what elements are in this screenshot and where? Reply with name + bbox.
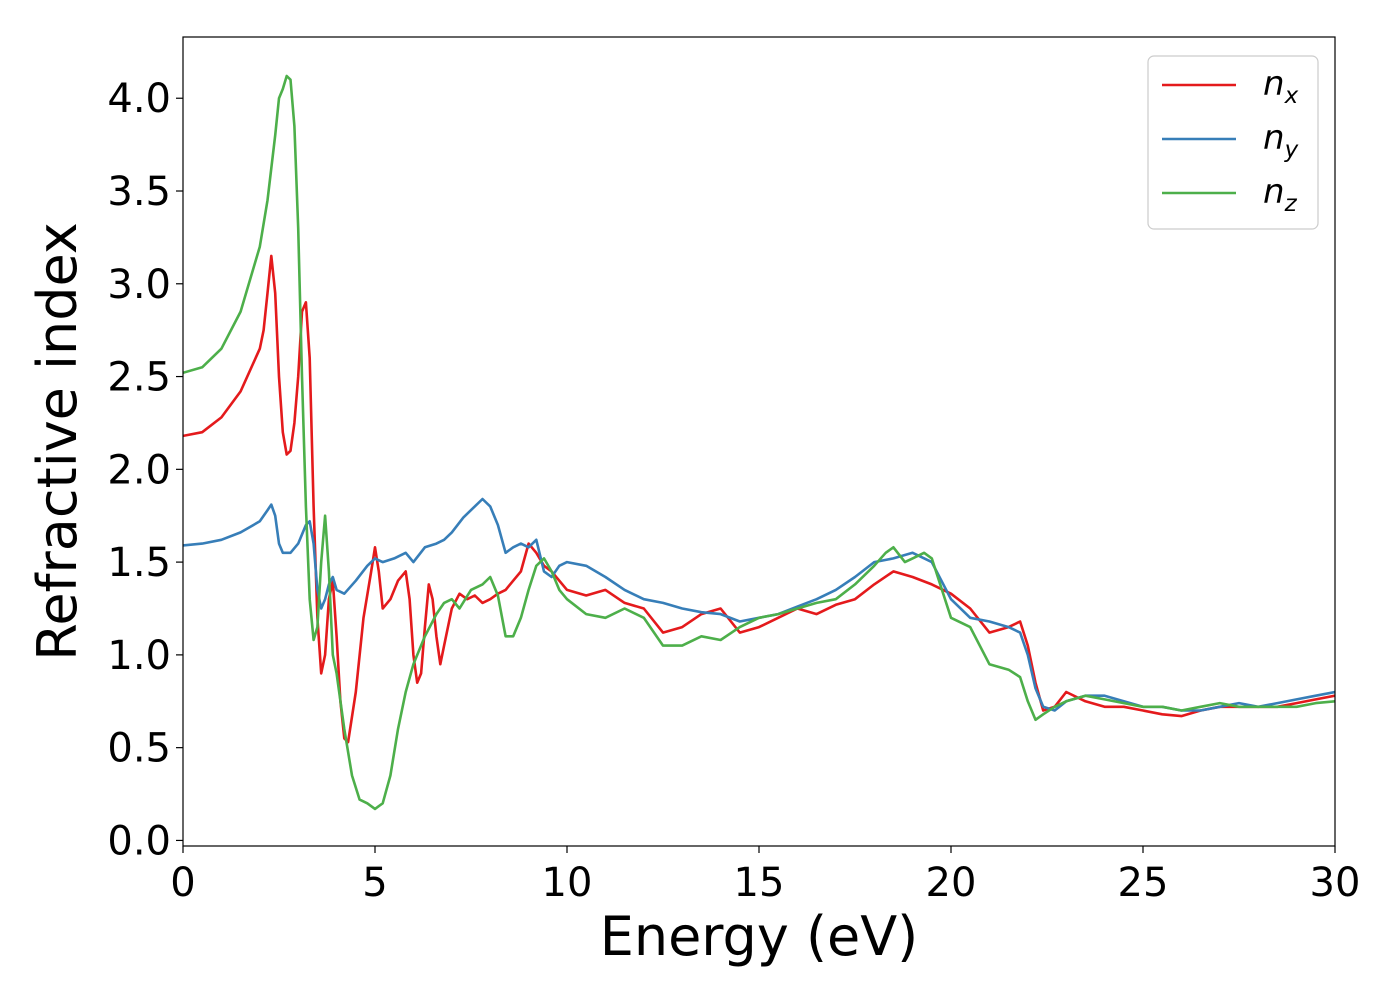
y-tick-label: 0.5 [107, 726, 171, 772]
y-tick-label: 2.5 [107, 355, 171, 401]
series-line-ny [183, 497, 1335, 712]
x-tick-label: 15 [734, 860, 785, 906]
legend-label-nz: nz [1263, 172, 1298, 217]
y-tick-label: 1.0 [107, 633, 171, 679]
x-tick-label: 25 [1118, 860, 1169, 906]
x-axis-label: Energy (eV) [600, 905, 919, 968]
y-tick-label: 4.0 [107, 76, 171, 122]
x-tick-label: 20 [926, 860, 977, 906]
y-tick-label: 0.0 [107, 818, 171, 864]
y-axis: 0.0 0.5 1.0 1.5 2.0 2.5 3.0 3.5 4.0 [107, 76, 183, 864]
y-tick-label: 2.0 [107, 447, 171, 493]
y-axis-label: Refractive index [26, 222, 89, 661]
y-tick-label: 3.0 [107, 262, 171, 308]
legend-box [1147, 55, 1319, 230]
series-line-nz [183, 74, 1335, 811]
x-tick-label: 30 [1310, 860, 1361, 906]
y-tick-label: 3.5 [107, 169, 171, 215]
legend-label-ny: ny [1263, 118, 1299, 163]
x-tick-label: 5 [362, 860, 387, 906]
legend: nx ny nz [1147, 55, 1319, 230]
x-axis: 0 5 10 15 20 25 30 [170, 846, 1360, 906]
y-tick-label: 1.5 [107, 540, 171, 586]
plot-lines [183, 74, 1335, 811]
x-tick-label: 10 [542, 860, 593, 906]
x-tick-label: 0 [170, 860, 195, 906]
legend-label-nx: nx [1263, 64, 1299, 109]
series-line-nx [183, 254, 1335, 744]
